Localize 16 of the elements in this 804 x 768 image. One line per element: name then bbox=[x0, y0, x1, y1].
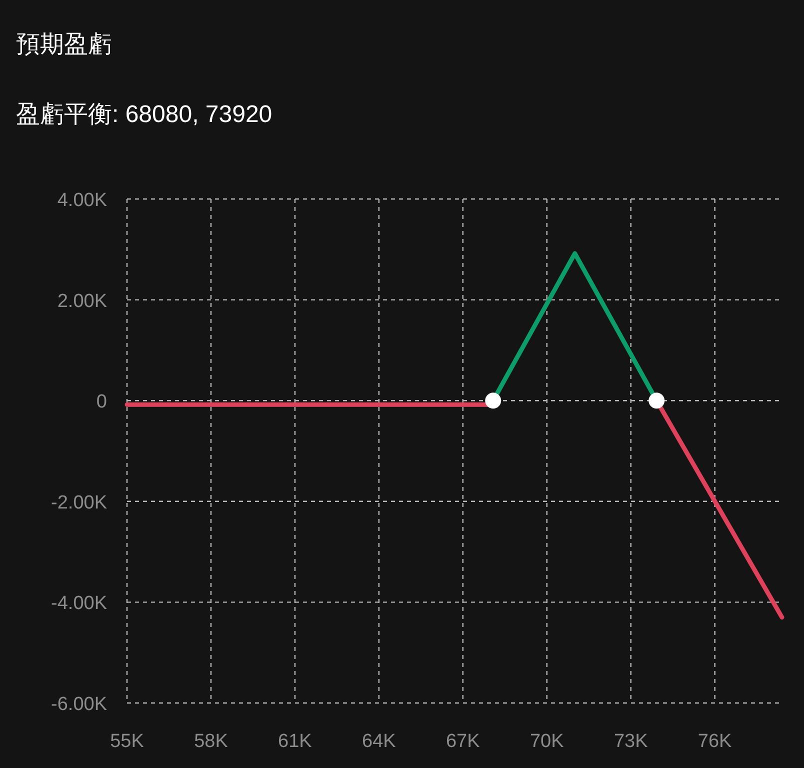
chart-title: 預期盈虧 bbox=[16, 31, 112, 58]
y-tick-label: 2.00K bbox=[57, 290, 108, 312]
x-tick-label: 64K bbox=[362, 731, 396, 752]
chart-subtitle: 盈虧平衡: 68080, 73920 bbox=[16, 101, 272, 128]
y-tick-label: 0 bbox=[96, 392, 107, 413]
x-tick-label: 61K bbox=[278, 731, 312, 752]
x-tick-label: 76K bbox=[698, 731, 732, 752]
x-tick-label: 58K bbox=[194, 731, 228, 752]
y-tick-label: -4.00K bbox=[51, 593, 108, 614]
y-tick-label: 4.00K bbox=[57, 190, 108, 211]
x-tick-label: 70K bbox=[530, 731, 564, 752]
x-tick-label: 67K bbox=[446, 731, 480, 752]
y-tick-label: -2.00K bbox=[51, 492, 108, 514]
x-tick-label: 55K bbox=[110, 731, 144, 752]
y-tick-label: -6.00K bbox=[51, 694, 108, 715]
x-tick-label: 73K bbox=[614, 731, 648, 752]
